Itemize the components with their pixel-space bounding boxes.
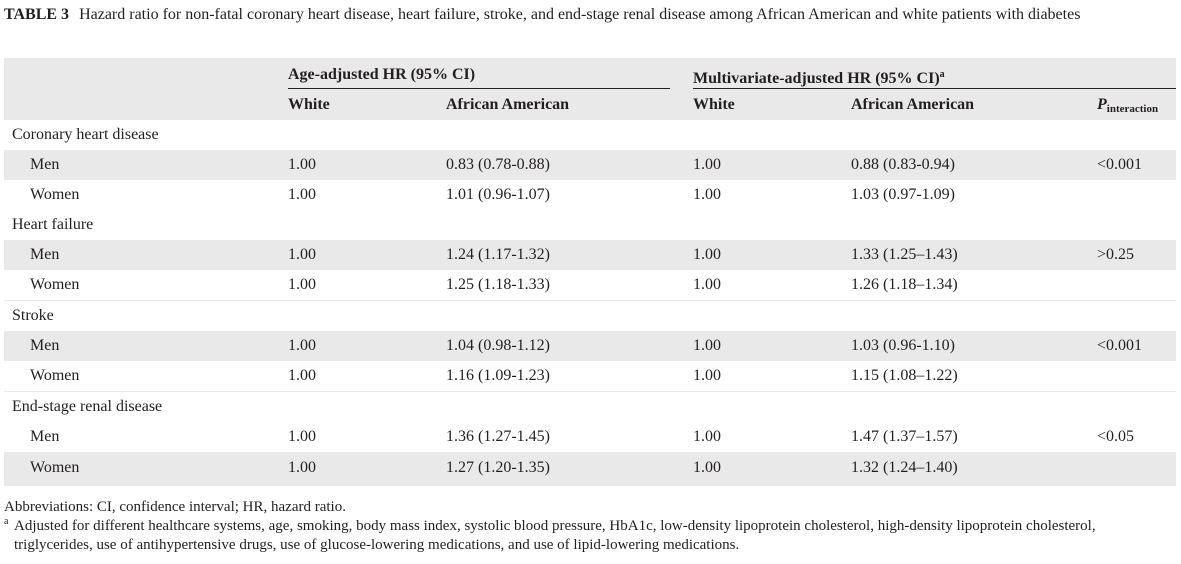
section-title: Coronary heart disease — [12, 126, 159, 143]
mv-white-value: 1.00 — [693, 276, 721, 293]
row-label: Men — [30, 428, 60, 445]
age-aa-value: 1.24 (1.17-1.32) — [446, 246, 550, 263]
header-rule-multivariate — [693, 88, 1176, 89]
header-p-interaction: Pinteraction — [1097, 96, 1159, 115]
section-row-stroke: Stroke — [4, 301, 1176, 331]
section-title: End-stage renal disease — [12, 398, 163, 415]
mv-white-value: 1.00 — [693, 246, 721, 263]
p-interaction-value: >0.25 — [1097, 246, 1135, 263]
section-title: Heart failure — [12, 216, 94, 233]
section-title: Stroke — [12, 307, 54, 324]
footnote-a: a Adjusted for different healthcare syste… — [4, 516, 1176, 555]
header-age-african-american: African American — [446, 96, 570, 113]
p-interaction-value: <0.05 — [1097, 428, 1135, 445]
abbreviations-note: Abbreviations: CI, confidence interval; … — [4, 499, 346, 515]
table-row: Men 1.00 0.83 (0.78-0.88) 1.00 0.88 (0.8… — [4, 150, 1176, 180]
row-label: Women — [30, 186, 80, 203]
mv-aa-value: 1.03 (0.97-1.09) — [851, 186, 955, 203]
footnote-a-text: Adjusted for different healthcare system… — [14, 518, 1096, 553]
mv-aa-value: 1.03 (0.96-1.10) — [851, 337, 955, 354]
header-age-adjusted: Age-adjusted HR (95% CI) — [288, 66, 476, 83]
hazard-ratio-table: Age-adjusted HR (95% CI) Multivariate-ad… — [4, 58, 1176, 486]
age-white-value: 1.00 — [288, 246, 316, 263]
age-aa-value: 1.04 (0.98-1.12) — [446, 337, 550, 354]
mv-aa-value: 1.32 (1.24–1.40) — [851, 459, 958, 476]
mv-aa-value: 1.15 (1.08–1.22) — [851, 367, 958, 384]
mv-white-value: 1.00 — [693, 367, 721, 384]
mv-aa-value: 0.88 (0.83-0.94) — [851, 156, 955, 173]
age-aa-value: 0.83 (0.78-0.88) — [446, 156, 550, 173]
table-row: Women 1.00 1.16 (1.09-1.23) 1.00 1.15 (1… — [4, 361, 1176, 391]
table-row: Men 1.00 1.04 (0.98-1.12) 1.00 1.03 (0.9… — [4, 331, 1176, 361]
age-white-value: 1.00 — [288, 186, 316, 203]
mv-white-value: 1.00 — [693, 337, 721, 354]
table-title: Hazard ratio for non-fatal coronary hear… — [79, 6, 1081, 23]
table-footnotes: Abbreviations: CI, confidence interval; … — [4, 498, 1176, 555]
age-white-value: 1.00 — [288, 428, 316, 445]
p-interaction-value: <0.001 — [1097, 337, 1143, 354]
row-label: Men — [30, 156, 60, 173]
mv-aa-value: 1.26 (1.18–1.34) — [851, 276, 958, 293]
section-row-coronary-heart-disease: Coronary heart disease — [4, 120, 1176, 150]
section-row-heart-failure: Heart failure — [4, 210, 1176, 240]
table-row: Women 1.00 1.01 (0.96-1.07) 1.00 1.03 (0… — [4, 180, 1176, 210]
age-white-value: 1.00 — [288, 459, 316, 476]
age-aa-value: 1.25 (1.18-1.33) — [446, 276, 550, 293]
mv-white-value: 1.00 — [693, 186, 721, 203]
footnote-a-mark: a — [4, 516, 9, 527]
mv-aa-value: 1.47 (1.37–1.57) — [851, 428, 958, 445]
header-mv-african-american: African American — [851, 96, 975, 113]
row-label: Men — [30, 246, 60, 263]
row-label: Women — [30, 276, 80, 293]
p-interaction-value: <0.001 — [1097, 156, 1143, 173]
age-aa-value: 1.01 (0.96-1.07) — [446, 186, 550, 203]
header-multivariate-adjusted: Multivariate-adjusted HR (95% CI)a — [693, 69, 945, 87]
header-rule-age — [288, 88, 670, 89]
age-white-value: 1.00 — [288, 337, 316, 354]
table-row: Women 1.00 1.25 (1.18-1.33) 1.00 1.26 (1… — [4, 270, 1176, 300]
row-label: Men — [30, 337, 60, 354]
table-label: TABLE 3 — [4, 6, 70, 23]
table-row: Men 1.00 1.36 (1.27-1.45) 1.00 1.47 (1.3… — [4, 422, 1176, 452]
age-aa-value: 1.27 (1.20-1.35) — [446, 459, 550, 476]
age-aa-value: 1.16 (1.09-1.23) — [446, 367, 550, 384]
header-age-white: White — [288, 96, 330, 113]
age-aa-value: 1.36 (1.27-1.45) — [446, 428, 550, 445]
mv-white-value: 1.00 — [693, 156, 721, 173]
mv-aa-value: 1.33 (1.25–1.43) — [851, 246, 958, 263]
table-row: Women 1.00 1.27 (1.20-1.35) 1.00 1.32 (1… — [4, 453, 1176, 483]
mv-white-value: 1.00 — [693, 459, 721, 476]
age-white-value: 1.00 — [288, 367, 316, 384]
row-label: Women — [30, 367, 80, 384]
mv-white-value: 1.00 — [693, 428, 721, 445]
section-row-end-stage-renal-disease: End-stage renal disease — [4, 392, 1176, 422]
table-caption: TABLE 3 Hazard ratio for non-fatal corona… — [4, 2, 1176, 27]
age-white-value: 1.00 — [288, 276, 316, 293]
row-label: Women — [30, 459, 80, 476]
table-row: Men 1.00 1.24 (1.17-1.32) 1.00 1.33 (1.2… — [4, 240, 1176, 270]
header-mv-white: White — [693, 96, 735, 113]
age-white-value: 1.00 — [288, 156, 316, 173]
